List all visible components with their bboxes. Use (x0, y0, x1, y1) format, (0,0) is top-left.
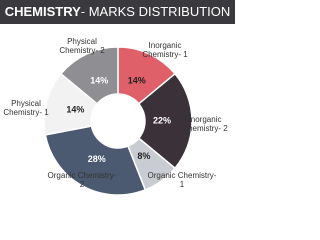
donut-segment (44, 125, 147, 196)
donut-segment (137, 72, 193, 170)
category-label: Physical Chemistry- 2 (59, 37, 105, 55)
category-label: Inorganic Chemistry- 1 (142, 41, 188, 59)
chart-title: CHEMISTRY (4, 4, 81, 19)
header: CHEMISTRY- MARKS DISTRIBUTION (0, 0, 235, 24)
chart: 14% 22% 8% 28% 14% 14% (43, 46, 193, 196)
value-label: 28% (88, 154, 106, 164)
chart-subtitle: - MARKS DISTRIBUTION (80, 4, 231, 19)
category-label: Physical Chemistry- 1 (3, 99, 49, 117)
category-label: Inorganic Chemistry- 2 (182, 115, 228, 133)
value-label: 14% (128, 76, 146, 86)
category-label: Organic Chemistry- 1 (147, 171, 217, 189)
category-label: Organic Chemistry- 2 (47, 171, 117, 189)
infographic: CHEMISTRY- MARKS DISTRIBUTION 14% 22% 8% 28… (0, 0, 235, 196)
value-label: 14% (66, 104, 84, 114)
value-label: 22% (153, 115, 171, 125)
donut-hole (92, 95, 144, 147)
value-label: 14% (90, 76, 108, 86)
donut-segment (59, 46, 119, 105)
value-label: 8% (137, 151, 150, 161)
